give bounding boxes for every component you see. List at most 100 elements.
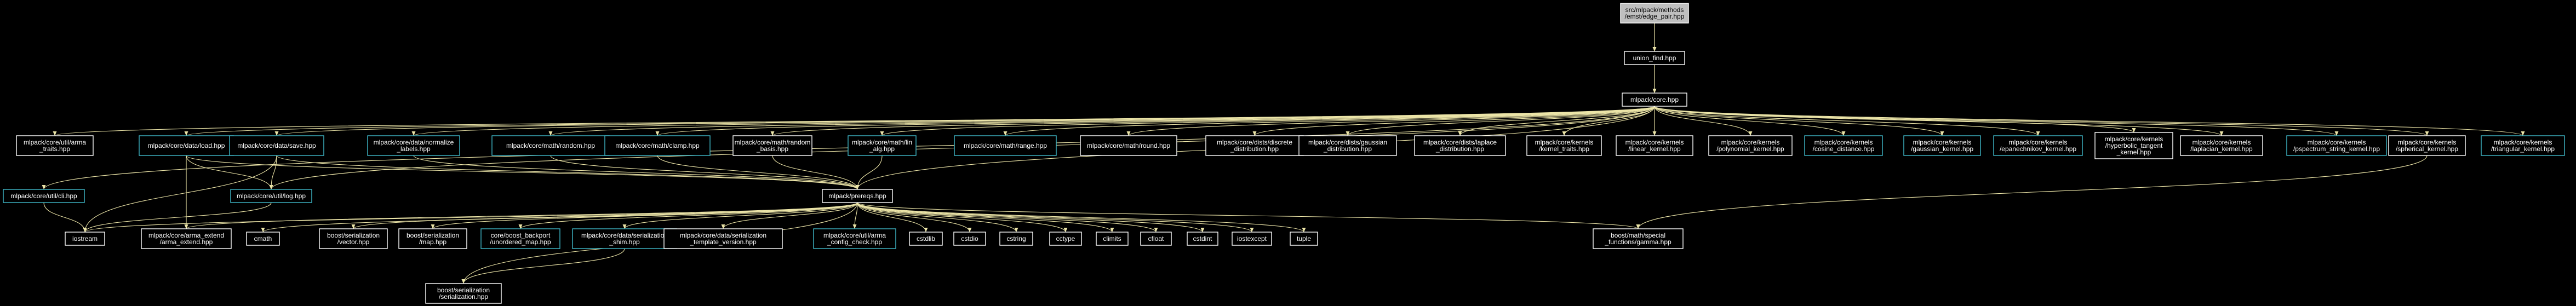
- node-rang[interactable]: mlpack/core/math/range.hpp: [954, 135, 1057, 156]
- edge-cli-to-iost: [43, 202, 87, 233]
- node-norm[interactable]: mlpack/core/data/normalize_labels.hpp: [367, 135, 460, 156]
- edge-core-to-rang: [1003, 106, 1655, 136]
- edge-lin-to-prer: [855, 155, 883, 190]
- node-cbk[interactable]: core/boost_backport/unordered_map.hpp: [480, 228, 560, 249]
- node-kgau[interactable]: mlpack/core/kernels/gaussian_kernel.hpp: [1903, 135, 1981, 156]
- edge-line: [262, 202, 858, 233]
- node-label: /arma_extend.hpp: [160, 238, 213, 246]
- edge-sshi-to-bser: [461, 248, 625, 284]
- node-box: [2481, 135, 2565, 156]
- node-clim: climits: [1096, 232, 1129, 246]
- node-label: /unordered_map.hpp: [490, 238, 551, 246]
- node-kpol: mlpack/core/kernels/polynomial_kernel.hp…: [1708, 135, 1793, 156]
- node-box: [663, 228, 783, 249]
- edge-line: [1654, 106, 1751, 136]
- node-lin[interactable]: mlpack/core/math/lin_alg.hpp: [848, 135, 917, 156]
- node-kpsp[interactable]: mlpack/core/kernels/pspectrum_string_ker…: [2286, 135, 2387, 156]
- node-label: /pspectrum_string_kernel.hpp: [2293, 145, 2380, 153]
- node-ksph: mlpack/core/kernels/spherical_kernel.hpp: [2388, 135, 2466, 156]
- node-cli[interactable]: mlpack/core/util/cli.hpp: [3, 189, 85, 203]
- arrowhead-icon: [431, 224, 435, 229]
- node-sshi[interactable]: mlpack/core/data/serialization_shim.hpp: [572, 228, 677, 249]
- node-label: /hyperbolic_tangent: [2105, 142, 2163, 149]
- node-clam[interactable]: mlpack/core/math/clamp.hpp: [604, 135, 711, 156]
- arrowhead-icon: [1110, 228, 1114, 232]
- edge-line: [723, 202, 858, 229]
- edge-line: [1654, 106, 2337, 136]
- node-label: cfloat: [1148, 235, 1164, 243]
- arrowhead-icon: [770, 131, 775, 136]
- edge-line: [353, 202, 858, 229]
- arrowhead-icon: [1003, 131, 1007, 136]
- edge-line: [857, 202, 970, 233]
- edge-core-to-klap: [1654, 106, 2224, 136]
- edge-prer-to-stv: [721, 202, 858, 229]
- edge-line: [1654, 106, 1943, 136]
- node-label: /triangular_kernel.hpp: [2491, 145, 2555, 153]
- node-load[interactable]: mlpack/core/data/load.hpp: [139, 135, 234, 156]
- node-label: mlpack/core/kernels: [1721, 138, 1780, 146]
- edge-core-to-kepa: [1654, 106, 2040, 136]
- edge-line: [857, 202, 1304, 233]
- arrowhead-icon: [1748, 131, 1753, 136]
- node-box: [246, 232, 280, 246]
- node-box: [1096, 232, 1129, 246]
- node-box: [229, 135, 324, 156]
- edge-core-to-klin: [1652, 106, 1657, 136]
- node-label: boost/serialization: [437, 286, 490, 294]
- node-label: mlpack/core/kernels: [1814, 138, 1873, 146]
- node-label: mlpack/core/kernels: [2308, 138, 2366, 146]
- node-isec: iostexcept: [1232, 232, 1272, 246]
- edge-line: [1638, 155, 2428, 229]
- node-rand[interactable]: mlpack/core/math/random.hpp: [491, 135, 610, 156]
- node-label: core/boost_backport: [491, 232, 551, 239]
- node-box: [1080, 135, 1177, 156]
- node-kcos[interactable]: mlpack/core/kernels/cosine_distance.hpp: [1804, 135, 1883, 156]
- arrowhead-icon: [1126, 131, 1131, 136]
- arrowhead-icon: [184, 224, 188, 229]
- node-kepa[interactable]: mlpack/core/kernels/epanechnikov_kernel.…: [1993, 135, 2083, 156]
- node-arma: mlpack/core/util/arma_traits.hpp: [16, 135, 94, 156]
- node-box: [822, 189, 893, 203]
- edge-line: [857, 202, 1157, 233]
- node-label: cmath: [254, 235, 272, 243]
- node-box: [1622, 93, 1687, 107]
- node-box: [425, 283, 502, 304]
- edge-prer-to-cmat: [261, 202, 858, 233]
- node-label: src/mlpack/methods: [1625, 6, 1684, 14]
- node-label: _distribution.hpp: [1323, 145, 1372, 153]
- node-ktri[interactable]: mlpack/core/kernels/triangular_kernel.hp…: [2481, 135, 2565, 156]
- node-label: mlpack/core/math/lin: [852, 138, 912, 146]
- node-box: [141, 228, 232, 249]
- node-label: mlpack/core/math/clamp.hpp: [615, 142, 700, 149]
- node-acc[interactable]: mlpack/core/util/arma_config_check.hpp: [813, 228, 896, 249]
- node-label: _shim.hpp: [609, 238, 640, 246]
- node-save[interactable]: mlpack/core/data/save.hpp: [229, 135, 324, 156]
- edge-rand-to-prer: [550, 155, 860, 190]
- node-box: [1232, 232, 1272, 246]
- node-box: [16, 135, 94, 156]
- node-label: _distribution.hpp: [1435, 145, 1484, 153]
- arrowhead-icon: [1562, 131, 1566, 136]
- arrowhead-icon: [518, 224, 523, 229]
- arrowhead-icon: [968, 228, 972, 232]
- edge-line: [186, 202, 858, 229]
- node-box: [909, 232, 943, 246]
- edge-prer-to-tupl: [857, 202, 1306, 233]
- node-label: cstdint: [1193, 235, 1212, 243]
- arrowhead-icon: [1652, 89, 1657, 93]
- arrowhead-icon: [1252, 131, 1257, 136]
- node-log[interactable]: mlpack/core/util/log.hpp: [230, 189, 312, 203]
- node-rbas: mlpack/core/math/random_basis.hpp: [732, 135, 812, 156]
- node-prer: mlpack/prereqs.hpp: [822, 189, 893, 203]
- node-box: [848, 135, 917, 156]
- edge-prer-to-isec: [857, 202, 1254, 233]
- node-label: /gaussian_kernel.hpp: [1911, 145, 1973, 153]
- node-label: /vector.hpp: [337, 238, 370, 246]
- arrowhead-icon: [2132, 128, 2136, 132]
- arrowhead-icon: [1014, 228, 1018, 232]
- edge-line: [186, 106, 1655, 136]
- edge-line: [1654, 106, 2039, 136]
- node-label: mlpack/core/math/round.hpp: [1087, 142, 1170, 149]
- node-stv: mlpack/core/data/serialization_template_…: [663, 228, 783, 249]
